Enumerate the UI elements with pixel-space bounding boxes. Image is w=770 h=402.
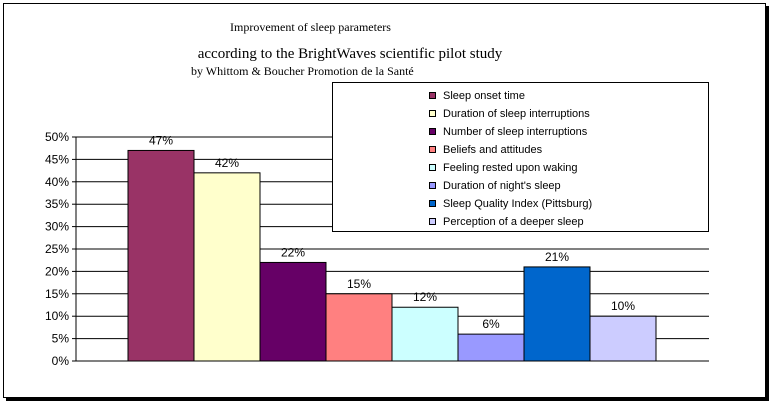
y-tick-label: 35% bbox=[45, 197, 69, 211]
chart-subtitle: according to the BrightWaves scientific … bbox=[197, 46, 503, 62]
data-label: 42% bbox=[215, 156, 239, 170]
legend-swatch bbox=[429, 164, 436, 171]
y-tick-label: 45% bbox=[45, 152, 69, 166]
legend-item: Beliefs and attitudes bbox=[333, 141, 708, 159]
data-label: 15% bbox=[347, 277, 371, 291]
chart-subtitle-authors: by Whittom & Boucher Promotion de la San… bbox=[191, 64, 414, 78]
y-tick-label: 20% bbox=[45, 264, 69, 278]
legend-label: Sleep Quality Index (Pittsburg) bbox=[443, 198, 593, 210]
legend-swatch bbox=[429, 182, 436, 189]
legend-item: Perception of a deeper sleep bbox=[333, 213, 708, 231]
bar bbox=[193, 172, 261, 362]
legend-item: Duration of sleep interruptions bbox=[333, 105, 708, 123]
legend-swatch bbox=[429, 146, 436, 153]
legend-item: Sleep onset time bbox=[333, 87, 708, 105]
legend-label: Sleep onset time bbox=[443, 90, 525, 102]
data-label: 12% bbox=[413, 290, 437, 304]
y-tick-label: 0% bbox=[52, 354, 70, 368]
data-label: 21% bbox=[545, 250, 569, 264]
y-tick-label: 50% bbox=[45, 130, 69, 144]
y-tick-label: 25% bbox=[45, 242, 69, 256]
legend-swatch bbox=[429, 200, 436, 207]
bar bbox=[127, 149, 195, 362]
bar bbox=[391, 306, 459, 362]
bar bbox=[589, 315, 657, 362]
bar bbox=[259, 261, 327, 362]
y-tick-label: 30% bbox=[45, 220, 69, 234]
legend-label: Beliefs and attitudes bbox=[443, 144, 543, 156]
legend-item: Feeling rested upon waking bbox=[333, 159, 708, 177]
y-tick-label: 15% bbox=[45, 287, 69, 301]
y-tick-label: 10% bbox=[45, 309, 69, 323]
y-tick-label: 40% bbox=[45, 175, 69, 189]
legend-swatch bbox=[429, 110, 436, 117]
legend-item: Sleep Quality Index (Pittsburg) bbox=[333, 195, 708, 213]
data-label: 47% bbox=[149, 133, 173, 147]
legend-label: Duration of night's sleep bbox=[443, 180, 561, 192]
bar bbox=[457, 333, 525, 362]
legend-swatch bbox=[429, 92, 436, 99]
data-label: 10% bbox=[611, 299, 635, 313]
legend-swatch bbox=[429, 218, 436, 225]
legend-item: Number of sleep interruptions bbox=[333, 123, 708, 141]
legend-swatch bbox=[429, 128, 436, 135]
legend-label: Perception of a deeper sleep bbox=[443, 216, 584, 228]
chart-legend: Sleep onset time Duration of sleep inter… bbox=[332, 82, 709, 232]
legend-label: Duration of sleep interruptions bbox=[443, 108, 590, 120]
bar bbox=[325, 293, 393, 362]
legend-label: Number of sleep interruptions bbox=[443, 126, 588, 138]
legend-item: Duration of night's sleep bbox=[333, 177, 708, 195]
chart-title: Improvement of sleep parameters bbox=[230, 20, 391, 34]
bar bbox=[523, 266, 591, 362]
data-label: 22% bbox=[281, 245, 305, 259]
data-label: 6% bbox=[482, 317, 500, 331]
y-tick-label: 5% bbox=[52, 332, 70, 346]
legend-label: Feeling rested upon waking bbox=[443, 162, 578, 174]
